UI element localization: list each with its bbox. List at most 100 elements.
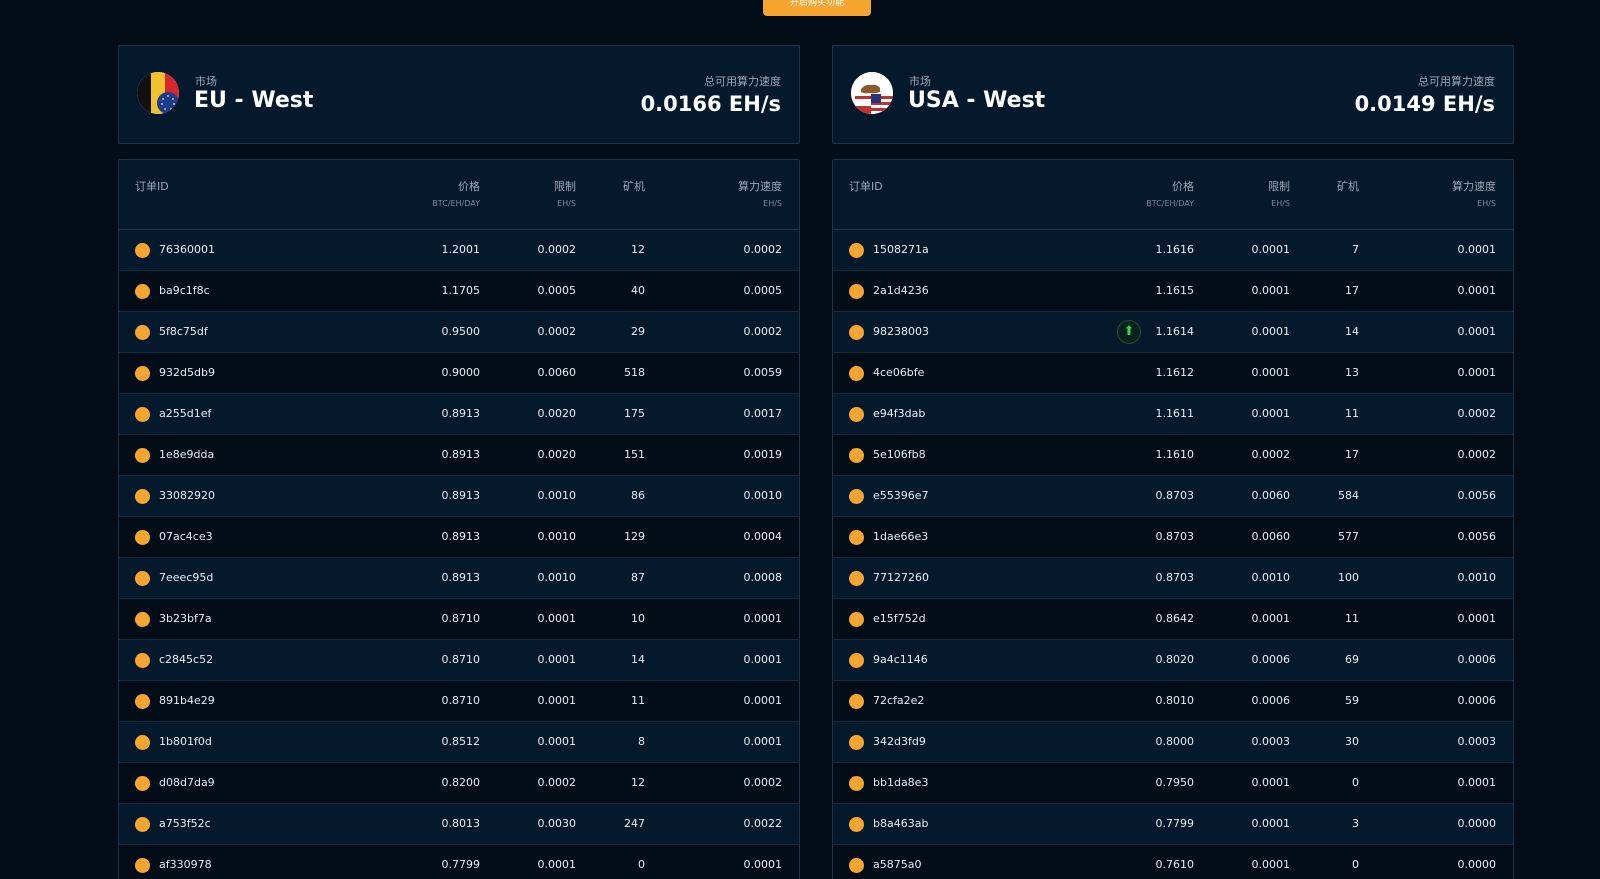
order-id[interactable]: 5f8c75df	[159, 325, 208, 338]
order-id[interactable]: 1508271a	[873, 243, 929, 256]
order-price: 0.8000	[1155, 735, 1195, 748]
order-limit: 0.0060	[537, 366, 577, 379]
table-row[interactable]: 4ce06bfe 1.1612 0.0001 13 0.0001	[833, 353, 1513, 394]
table-row[interactable]: 3b23bf7a 0.8710 0.0001 10 0.0001	[119, 599, 799, 640]
enable-purchase-button[interactable]: 开启购买功能	[763, 0, 871, 16]
order-limit: 0.0003	[1251, 735, 1291, 748]
table-row[interactable]: e55396e7 0.8703 0.0060 584 0.0056	[833, 476, 1513, 517]
table-row[interactable]: bb1da8e3 0.7950 0.0001 0 0.0001	[833, 763, 1513, 804]
table-row[interactable]: 5f8c75df 0.9500 0.0002 29 0.0002	[119, 312, 799, 353]
table-row[interactable]: e94f3dab 1.1611 0.0001 11 0.0002	[833, 394, 1513, 435]
column-header-price[interactable]: 价格 BTC/EH/DAY	[1146, 180, 1194, 208]
column-header-limit[interactable]: 限制 EH/S	[554, 180, 576, 208]
order-id[interactable]: 1e8e9dda	[159, 448, 215, 461]
table-row[interactable]: 1e8e9dda 0.8913 0.0020 151 0.0019	[119, 435, 799, 476]
order-id[interactable]: e15f752d	[873, 612, 926, 625]
order-limit: 0.0001	[1251, 612, 1291, 625]
order-status-icon	[849, 653, 864, 668]
order-id[interactable]: 5e106fb8	[873, 448, 926, 461]
order-limit: 0.0001	[1251, 325, 1291, 338]
table-row[interactable]: ba9c1f8c 1.1705 0.0005 40 0.0005	[119, 271, 799, 312]
order-id[interactable]: d08d7da9	[159, 776, 215, 789]
order-id[interactable]: a255d1ef	[159, 407, 212, 420]
order-miners: 175	[624, 407, 645, 420]
order-id[interactable]: 3b23bf7a	[159, 612, 212, 625]
order-status-icon	[849, 448, 864, 463]
order-price: 0.7610	[1155, 858, 1195, 871]
table-row[interactable]: 9a4c1146 0.8020 0.0006 69 0.0006	[833, 640, 1513, 681]
order-speed: 0.0056	[1457, 530, 1497, 543]
table-row[interactable]: 72cfa2e2 0.8010 0.0006 59 0.0006	[833, 681, 1513, 722]
column-header-limit[interactable]: 限制 EH/S	[1268, 180, 1290, 208]
order-id[interactable]: 342d3fd9	[873, 735, 926, 748]
table-row[interactable]: a255d1ef 0.8913 0.0020 175 0.0017	[119, 394, 799, 435]
order-status-icon	[135, 448, 150, 463]
table-row[interactable]: e15f752d 0.8642 0.0001 11 0.0001	[833, 599, 1513, 640]
column-header-miners[interactable]: 矿机	[623, 180, 645, 193]
order-id[interactable]: af330978	[159, 858, 212, 871]
table-row[interactable]: 891b4e29 0.8710 0.0001 11 0.0001	[119, 681, 799, 722]
column-header-price[interactable]: 价格 BTC/EH/DAY	[432, 180, 480, 208]
table-row[interactable]: a5875a0 0.7610 0.0001 0 0.0000	[833, 845, 1513, 879]
order-miners: 14	[1345, 325, 1359, 338]
order-id[interactable]: a5875a0	[873, 858, 922, 871]
table-header: 订单ID 价格 BTC/EH/DAY 限制 EH/S 矿机 算力速度 EH/S	[833, 160, 1513, 230]
order-id[interactable]: 2a1d4236	[873, 284, 929, 297]
table-row[interactable]: c2845c52 0.8710 0.0001 14 0.0001	[119, 640, 799, 681]
column-header-order-id[interactable]: 订单ID	[135, 180, 169, 193]
table-row[interactable]: 76360001 1.2001 0.0002 12 0.0002	[119, 230, 799, 271]
table-row[interactable]: 1508271a 1.1616 0.0001 7 0.0001	[833, 230, 1513, 271]
order-id[interactable]: 9a4c1146	[873, 653, 928, 666]
order-id[interactable]: 33082920	[159, 489, 215, 502]
trend-up-icon[interactable]: ⬆	[1117, 320, 1141, 344]
table-row[interactable]: 1b801f0d 0.8512 0.0001 8 0.0001	[119, 722, 799, 763]
california-usa-flag-icon	[851, 72, 893, 114]
table-row[interactable]: 7eeec95d 0.8913 0.0010 87 0.0008	[119, 558, 799, 599]
order-id[interactable]: e55396e7	[873, 489, 929, 502]
column-header-miners[interactable]: 矿机	[1337, 180, 1359, 193]
order-id[interactable]: 98238003	[873, 325, 929, 338]
order-id[interactable]: bb1da8e3	[873, 776, 929, 789]
order-price: 1.1612	[1155, 366, 1195, 379]
order-id[interactable]: e94f3dab	[873, 407, 926, 420]
table-row[interactable]: 33082920 0.8913 0.0010 86 0.0010	[119, 476, 799, 517]
order-id[interactable]: b8a463ab	[873, 817, 929, 830]
table-row[interactable]: 342d3fd9 0.8000 0.0003 30 0.0003	[833, 722, 1513, 763]
order-status-icon	[849, 284, 864, 299]
order-id[interactable]: a753f52c	[159, 817, 211, 830]
order-id[interactable]: c2845c52	[159, 653, 214, 666]
table-row[interactable]: 1dae66e3 0.8703 0.0060 577 0.0056	[833, 517, 1513, 558]
order-price: 0.8642	[1155, 612, 1195, 625]
order-miners: 577	[1338, 530, 1359, 543]
order-limit: 0.0010	[537, 530, 577, 543]
order-limit: 0.0001	[1251, 776, 1291, 789]
order-id[interactable]: 891b4e29	[159, 694, 215, 707]
order-id[interactable]: 7eeec95d	[159, 571, 214, 584]
order-id[interactable]: 1b801f0d	[159, 735, 212, 748]
order-id[interactable]: 72cfa2e2	[873, 694, 925, 707]
table-row[interactable]: 932d5db9 0.9000 0.0060 518 0.0059	[119, 353, 799, 394]
order-id[interactable]: 1dae66e3	[873, 530, 929, 543]
table-row[interactable]: 07ac4ce3 0.8913 0.0010 129 0.0004	[119, 517, 799, 558]
table-row[interactable]: 98238003 ⬆ 1.1614 0.0001 14 0.0001	[833, 312, 1513, 353]
column-header-speed[interactable]: 算力速度 EH/S	[738, 180, 782, 208]
table-row[interactable]: af330978 0.7799 0.0001 0 0.0001	[119, 845, 799, 879]
order-id[interactable]: 76360001	[159, 243, 215, 256]
order-speed: 0.0010	[1457, 571, 1497, 584]
table-row[interactable]: d08d7da9 0.8200 0.0002 12 0.0002	[119, 763, 799, 804]
table-row[interactable]: 77127260 0.8703 0.0010 100 0.0010	[833, 558, 1513, 599]
table-row[interactable]: 5e106fb8 1.1610 0.0002 17 0.0002	[833, 435, 1513, 476]
order-id[interactable]: 4ce06bfe	[873, 366, 925, 379]
column-header-speed[interactable]: 算力速度 EH/S	[1452, 180, 1496, 208]
order-price: 0.8710	[441, 653, 481, 666]
order-id[interactable]: 07ac4ce3	[159, 530, 213, 543]
order-limit: 0.0001	[537, 735, 577, 748]
table-row[interactable]: a753f52c 0.8013 0.0030 247 0.0022	[119, 804, 799, 845]
table-row[interactable]: b8a463ab 0.7799 0.0001 3 0.0000	[833, 804, 1513, 845]
order-limit: 0.0010	[537, 489, 577, 502]
order-id[interactable]: ba9c1f8c	[159, 284, 210, 297]
table-row[interactable]: 2a1d4236 1.1615 0.0001 17 0.0001	[833, 271, 1513, 312]
order-id[interactable]: 77127260	[873, 571, 929, 584]
order-id[interactable]: 932d5db9	[159, 366, 215, 379]
column-header-order-id[interactable]: 订单ID	[849, 180, 883, 193]
